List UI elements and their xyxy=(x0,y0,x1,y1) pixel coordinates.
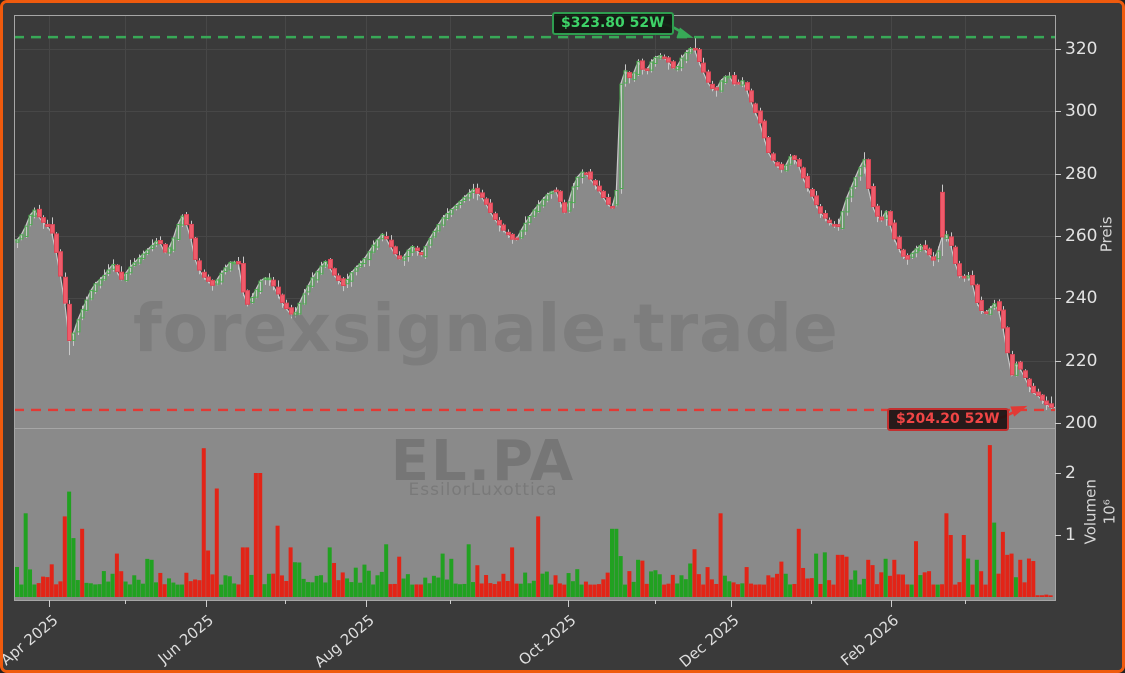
candlestick-volume-canvas xyxy=(3,3,1122,670)
